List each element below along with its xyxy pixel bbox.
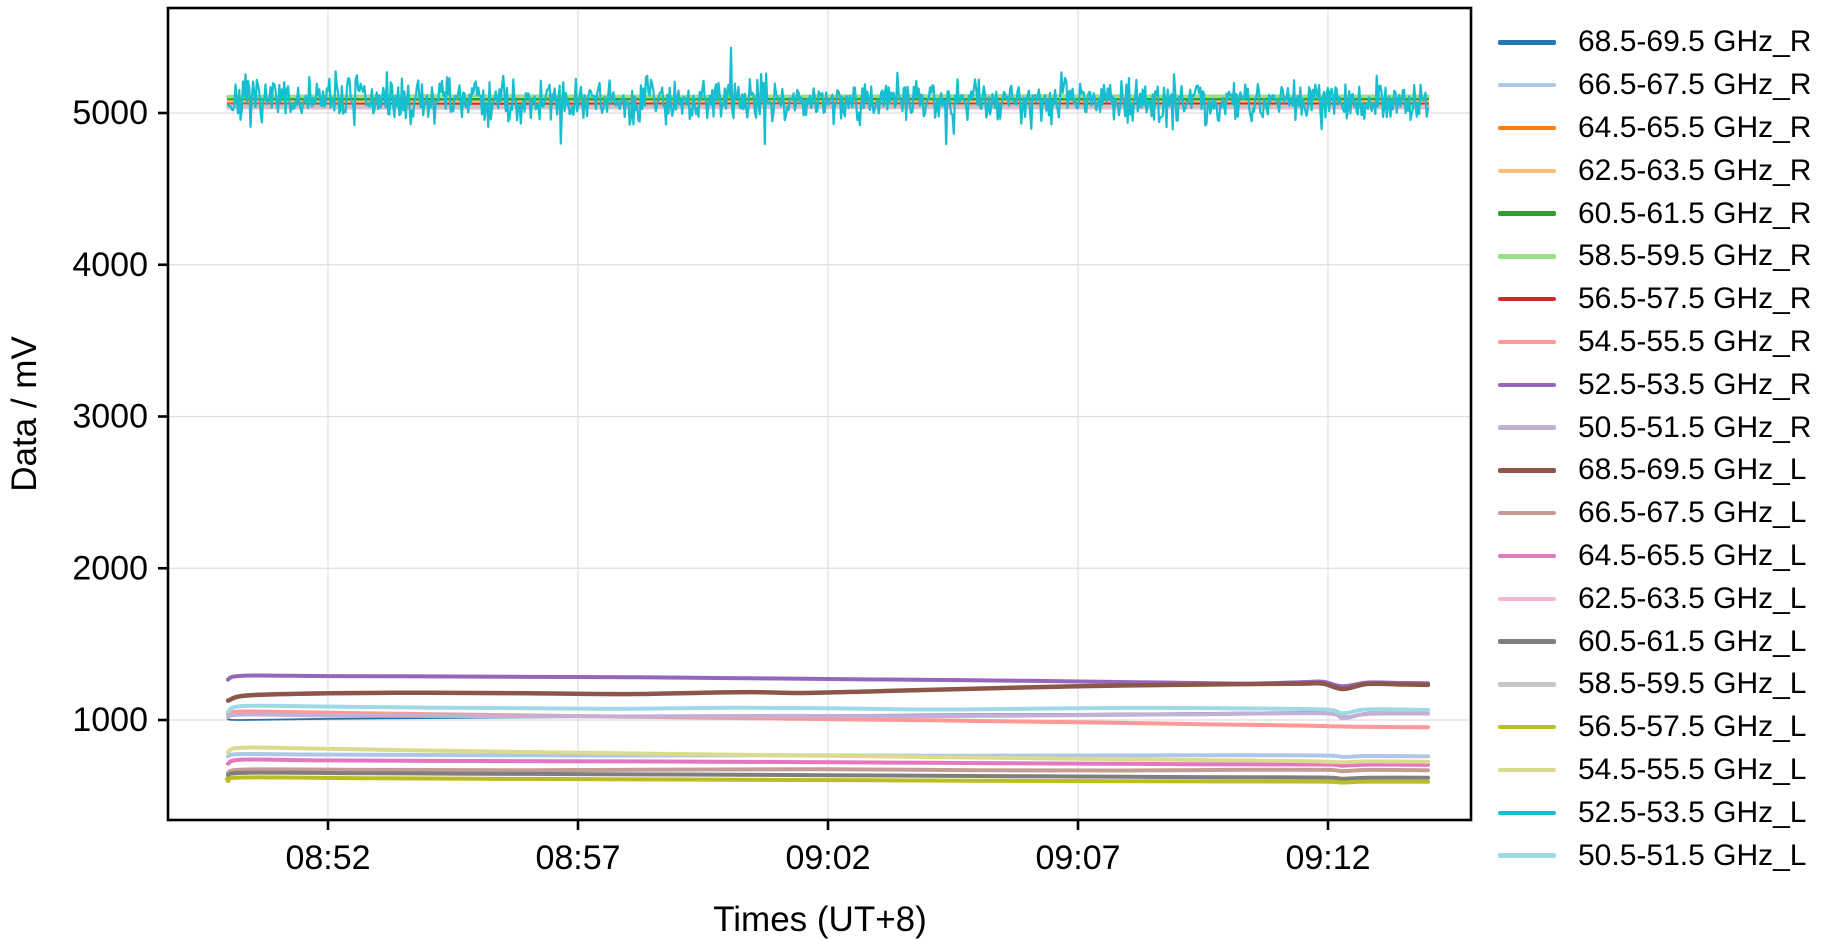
legend-label: 58.5-59.5 GHz_R <box>1578 239 1812 273</box>
legend-label: 52.5-53.5 GHz_R <box>1578 367 1812 401</box>
legend-swatch <box>1498 83 1556 88</box>
legend-swatch <box>1498 682 1556 687</box>
legend-item: 62.5-63.5 GHz_R <box>1498 149 1811 192</box>
legend-label: 64.5-65.5 GHz_R <box>1578 110 1812 144</box>
series-line-54-5-55-5-GHz-L <box>226 745 1430 765</box>
legend-item: 54.5-55.5 GHz_L <box>1498 749 1811 792</box>
legend-swatch <box>1498 724 1556 730</box>
legend-swatch <box>1498 254 1556 259</box>
legend-item: 58.5-59.5 GHz_L <box>1498 663 1811 706</box>
x-tick-label: 09:12 <box>1285 839 1370 877</box>
series-line-54-5-55-5-GHz-R <box>226 709 1430 730</box>
legend-item: 56.5-57.5 GHz_L <box>1498 706 1811 749</box>
legend-item: 68.5-69.5 GHz_R <box>1498 21 1811 64</box>
legend-item: 64.5-65.5 GHz_R <box>1498 107 1811 150</box>
x-axis-label: Times (UT+8) <box>713 900 927 939</box>
legend-swatch <box>1498 125 1556 131</box>
x-tick-label: 09:07 <box>1035 839 1120 877</box>
plot-border <box>166 6 1473 822</box>
series-line-60-5-61-5-GHz-L <box>226 770 1430 781</box>
series-line-52-5-53-5-GHz-R <box>226 673 1430 689</box>
legend-label: 68.5-69.5 GHz_R <box>1578 25 1812 59</box>
legend-swatch <box>1498 810 1556 815</box>
series-lines <box>225 46 1431 785</box>
legend-item: 54.5-55.5 GHz_R <box>1498 321 1811 364</box>
legend-item: 50.5-51.5 GHz_L <box>1498 834 1811 877</box>
legend-item: 62.5-63.5 GHz_L <box>1498 577 1811 620</box>
legend-item: 58.5-59.5 GHz_R <box>1498 235 1811 278</box>
series-line-64-5-65-5-GHz-L <box>226 757 1430 768</box>
legend-swatch <box>1498 639 1556 644</box>
series-line-66-5-67-5-GHz-L <box>226 767 1430 775</box>
legend-label: 60.5-61.5 GHz_L <box>1578 624 1807 658</box>
legend-swatch <box>1498 468 1556 473</box>
legend-label: 56.5-57.5 GHz_L <box>1578 710 1807 744</box>
tick-marks <box>158 111 1330 830</box>
legend-label: 54.5-55.5 GHz_L <box>1578 752 1807 786</box>
gridlines <box>168 8 1471 820</box>
legend-item: 56.5-57.5 GHz_R <box>1498 278 1811 321</box>
tick-labels: 08:52 08:57 09:02 09:07 09:12 1000 2000 3000 400… <box>72 94 1370 877</box>
x-tick-label: 08:52 <box>285 839 370 877</box>
legend-label: 60.5-61.5 GHz_R <box>1578 196 1812 230</box>
legend-swatch <box>1498 767 1556 773</box>
legend-label: 64.5-65.5 GHz_L <box>1578 538 1807 572</box>
y-tick-label: 1000 <box>72 701 148 739</box>
legend-swatch <box>1498 853 1556 858</box>
legend-item: 66.5-67.5 GHz_R <box>1498 64 1811 107</box>
legend-item: 60.5-61.5 GHz_R <box>1498 192 1811 235</box>
legend-swatch <box>1498 296 1556 302</box>
legend-label: 66.5-67.5 GHz_R <box>1578 68 1812 102</box>
legend-item: 52.5-53.5 GHz_L <box>1498 791 1811 834</box>
y-tick-label: 2000 <box>72 549 148 587</box>
y-tick-label: 4000 <box>72 246 148 284</box>
legend-item: 50.5-51.5 GHz_R <box>1498 406 1811 449</box>
legend: 68.5-69.5 GHz_R 66.5-67.5 GHz_R 64.5-65.5 … <box>1498 21 1811 877</box>
legend-swatch <box>1498 382 1556 387</box>
legend-item: 66.5-67.5 GHz_L <box>1498 492 1811 535</box>
series-line-50-5-51-5-GHz-R <box>226 711 1430 721</box>
legend-label: 50.5-51.5 GHz_L <box>1578 838 1807 872</box>
legend-label: 52.5-53.5 GHz_L <box>1578 795 1807 829</box>
legend-item: 60.5-61.5 GHz_L <box>1498 620 1811 663</box>
legend-item: 68.5-69.5 GHz_L <box>1498 449 1811 492</box>
legend-item: 52.5-53.5 GHz_R <box>1498 363 1811 406</box>
series-line-52-5-53-5-GHz-L <box>226 46 1430 146</box>
legend-label: 50.5-51.5 GHz_R <box>1578 410 1812 444</box>
legend-label: 62.5-63.5 GHz_L <box>1578 581 1807 615</box>
legend-swatch <box>1498 510 1556 516</box>
y-tick-label: 3000 <box>72 398 148 436</box>
legend-label: 68.5-69.5 GHz_L <box>1578 453 1807 487</box>
legend-swatch <box>1498 596 1556 601</box>
legend-swatch <box>1498 553 1556 559</box>
legend-swatch <box>1498 425 1556 430</box>
legend-swatch <box>1498 339 1556 345</box>
legend-label: 58.5-59.5 GHz_L <box>1578 667 1807 701</box>
y-tick-label: 5000 <box>72 94 148 132</box>
legend-label: 56.5-57.5 GHz_R <box>1578 282 1812 316</box>
legend-label: 66.5-67.5 GHz_L <box>1578 496 1807 530</box>
legend-item: 64.5-65.5 GHz_L <box>1498 535 1811 578</box>
x-tick-label: 09:02 <box>785 839 870 877</box>
legend-swatch <box>1498 40 1556 45</box>
plot-frame <box>166 6 1473 822</box>
legend-label: 54.5-55.5 GHz_R <box>1578 324 1812 358</box>
legend-label: 62.5-63.5 GHz_R <box>1578 153 1812 187</box>
series-line-68-5-69-5-GHz-L <box>225 680 1431 703</box>
legend-swatch <box>1498 211 1556 216</box>
y-axis-label: Data / mV <box>5 336 44 492</box>
x-tick-label: 08:57 <box>535 839 620 877</box>
series-line-50-5-51-5-GHz-L <box>226 703 1430 716</box>
legend-swatch <box>1498 168 1556 173</box>
series-line-56-5-57-5-GHz-L <box>225 775 1430 785</box>
